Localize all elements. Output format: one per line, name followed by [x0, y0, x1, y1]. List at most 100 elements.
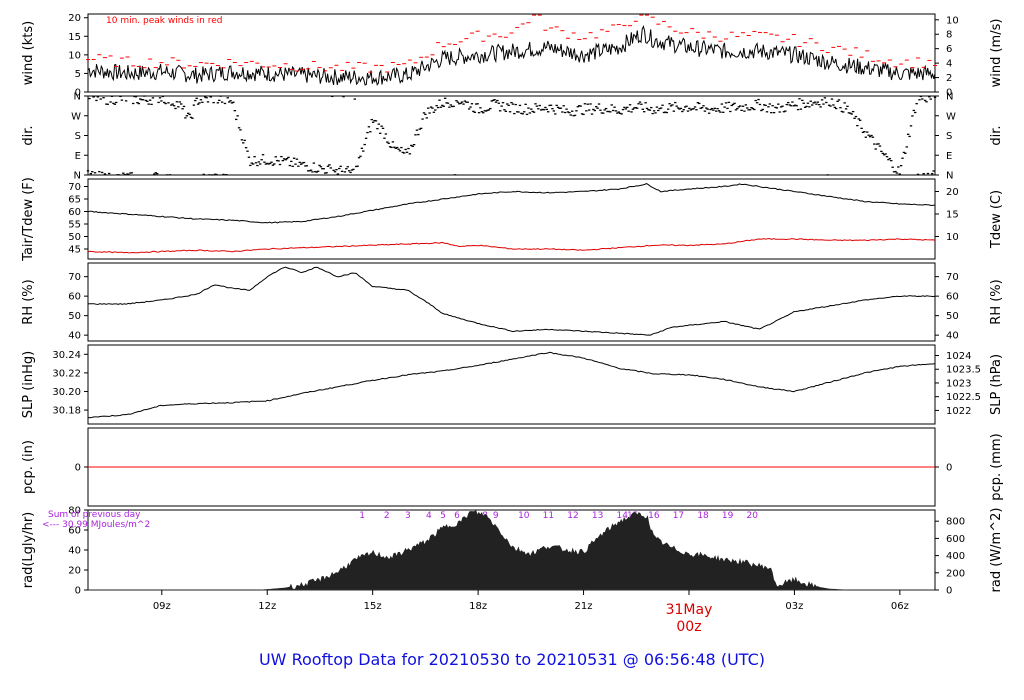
day-marker-time: 00z	[676, 619, 701, 635]
slp-left-tick-label: 30.24	[52, 350, 81, 361]
slp-right-tick-label: 1024	[946, 351, 971, 362]
rh-right-tick-label: 70	[946, 272, 959, 283]
temp-series-Tair	[87, 183, 935, 224]
wind-annotation: 10 min. peak winds in red	[106, 16, 223, 26]
temp-frame	[87, 178, 936, 260]
slp-ylabel-right: SLP (hPa)	[989, 354, 1004, 415]
temp-left-tick-label: 65	[68, 195, 81, 206]
slp-right-tick-label: 1022.5	[946, 392, 981, 403]
dir-left-tick-label: W	[71, 111, 81, 122]
rad-hour-marker: 9	[493, 511, 499, 521]
rh-left-tick-label: 60	[68, 292, 81, 303]
wind-right-tick-label: 2	[946, 73, 952, 84]
rh-left-tick-label: 70	[68, 272, 81, 283]
rad-hour-marker: 16	[648, 511, 660, 521]
pcp-left-tick-label: 0	[75, 463, 81, 474]
rad-series-rad	[260, 510, 848, 591]
wind-right-tick-label: 4	[946, 59, 952, 70]
pcp-panel: 0 0 pcp. (in) pcp. (mm)	[21, 427, 1004, 507]
slp-right-tick-label: 1023	[946, 378, 971, 389]
rad-hour-marker: 2	[384, 511, 390, 521]
rad-annotation-line: Sum of previous day	[48, 510, 141, 520]
pcp-ylabel-right: pcp. (mm)	[989, 433, 1004, 500]
time-tick-label: 12z	[258, 601, 276, 612]
rad-hour-marker: 20	[747, 511, 759, 521]
rad-ylabel-left: rad(Lgly/hr)	[21, 512, 36, 588]
rad-left-tick-label: 40	[68, 546, 81, 557]
rad-hour-marker: 5	[440, 511, 446, 521]
temp-left-tick-label: 55	[68, 220, 81, 231]
time-tick-label: 15z	[364, 601, 382, 612]
rad-left-tick-label: 80	[68, 506, 81, 517]
rad-hour-marker: 12	[567, 511, 578, 521]
rad-hour-marker: 18	[697, 511, 709, 521]
rad-ylabel-right: rad (W/m^2)	[989, 508, 1004, 593]
rh-left-tick-label: 40	[68, 331, 81, 342]
rh-ylabel-right: RH (%)	[989, 279, 1004, 324]
wind-ylabel-right: wind (m/s)	[989, 19, 1004, 88]
temp-left-tick-label: 45	[68, 245, 81, 256]
wind-ylabel-left: wind (kts)	[21, 21, 36, 85]
day-marker-date: 31May	[666, 602, 713, 618]
dir-right-tick-label: W	[946, 111, 956, 122]
wind-frame	[87, 13, 936, 93]
time-tick-label: 09z	[153, 601, 171, 612]
rad-hour-marker: 19	[722, 511, 734, 521]
rad-hour-marker: 14	[616, 511, 628, 521]
wind-left-tick-label: 0	[75, 88, 81, 99]
dir-left-tick-label: N	[74, 171, 81, 182]
wind-panel: 0 5 10 15 20 0 2 4 6 8 10 wind (kts) wind (m/s) 10 mi…	[21, 13, 1004, 98]
slp-panel: 30.18 30.20 30.22 30.24 1022 1022.5 1023 1023.5…	[21, 344, 1004, 425]
temp-left-tick-label: 70	[68, 182, 81, 193]
dir-left-tick-label: S	[75, 131, 81, 142]
rad-left-tick-label: 60	[68, 526, 81, 537]
slp-left-tick-label: 30.18	[52, 406, 81, 417]
temp-right-tick-label: 10	[946, 232, 959, 243]
rad-left-tick-label: 20	[68, 566, 81, 577]
slp-frame	[87, 344, 936, 425]
rad-hour-marker: 4	[426, 511, 432, 521]
rad-hour-marker: 11	[543, 511, 554, 521]
wind-right-tick-label: 0	[946, 88, 952, 99]
rad-right-tick-label: 200	[946, 568, 965, 579]
rh-ylabel-left: RH (%)	[21, 279, 36, 324]
rad-hour-marker: 3	[405, 511, 411, 521]
wind-right-tick-label: 10	[946, 15, 959, 26]
dir-right-tick-label: E	[946, 151, 952, 162]
slp-right-tick-label: 1022	[946, 406, 971, 417]
slp-ylabel-left: SLP (inHg)	[21, 351, 36, 419]
rad-hour-marker: 1	[359, 511, 365, 521]
dir-right-tick-label: N	[946, 92, 953, 103]
dir-right-tick-label: S	[946, 131, 952, 142]
temp-right-tick-label: 20	[946, 187, 959, 198]
slp-left-tick-label: 30.22	[52, 368, 81, 379]
rh-series-RH	[87, 266, 936, 336]
pcp-right-tick-label: 0	[946, 463, 952, 474]
chart-title: UW Rooftop Data for 20210530 to 20210531…	[259, 650, 765, 669]
rad-annotation-line: <--- 30.99 MJoules/m^2	[42, 520, 150, 530]
rad-right-tick-label: 0	[946, 586, 952, 597]
time-tick-label: 06z	[891, 601, 909, 612]
wind-left-tick-label: 20	[68, 13, 81, 24]
wind-left-tick-label: 10	[68, 50, 81, 61]
dir-ylabel-right: dir.	[989, 125, 1004, 145]
temp-ylabel-right: Tdew (C)	[989, 190, 1004, 249]
rh-panel: 40 50 60 70 40 50 60 70 RH (%) RH (%)	[21, 262, 1004, 342]
temp-left-tick-label: 50	[68, 232, 81, 243]
wind-left-tick-label: 15	[68, 32, 81, 43]
slp-left-tick-label: 30.20	[52, 387, 81, 398]
dir-frame	[87, 95, 936, 176]
rh-right-tick-label: 40	[946, 331, 959, 342]
temp-ylabel-left: Tair/Tdew (F)	[21, 177, 36, 262]
dir-ylabel-left: dir.	[21, 125, 36, 145]
rad-right-tick-label: 800	[946, 517, 965, 528]
temp-series-Tdew	[87, 237, 936, 254]
rad-hour-marker: 13	[592, 511, 603, 521]
temp-left-tick-label: 60	[68, 207, 81, 218]
wind-left-tick-label: 5	[75, 69, 81, 80]
